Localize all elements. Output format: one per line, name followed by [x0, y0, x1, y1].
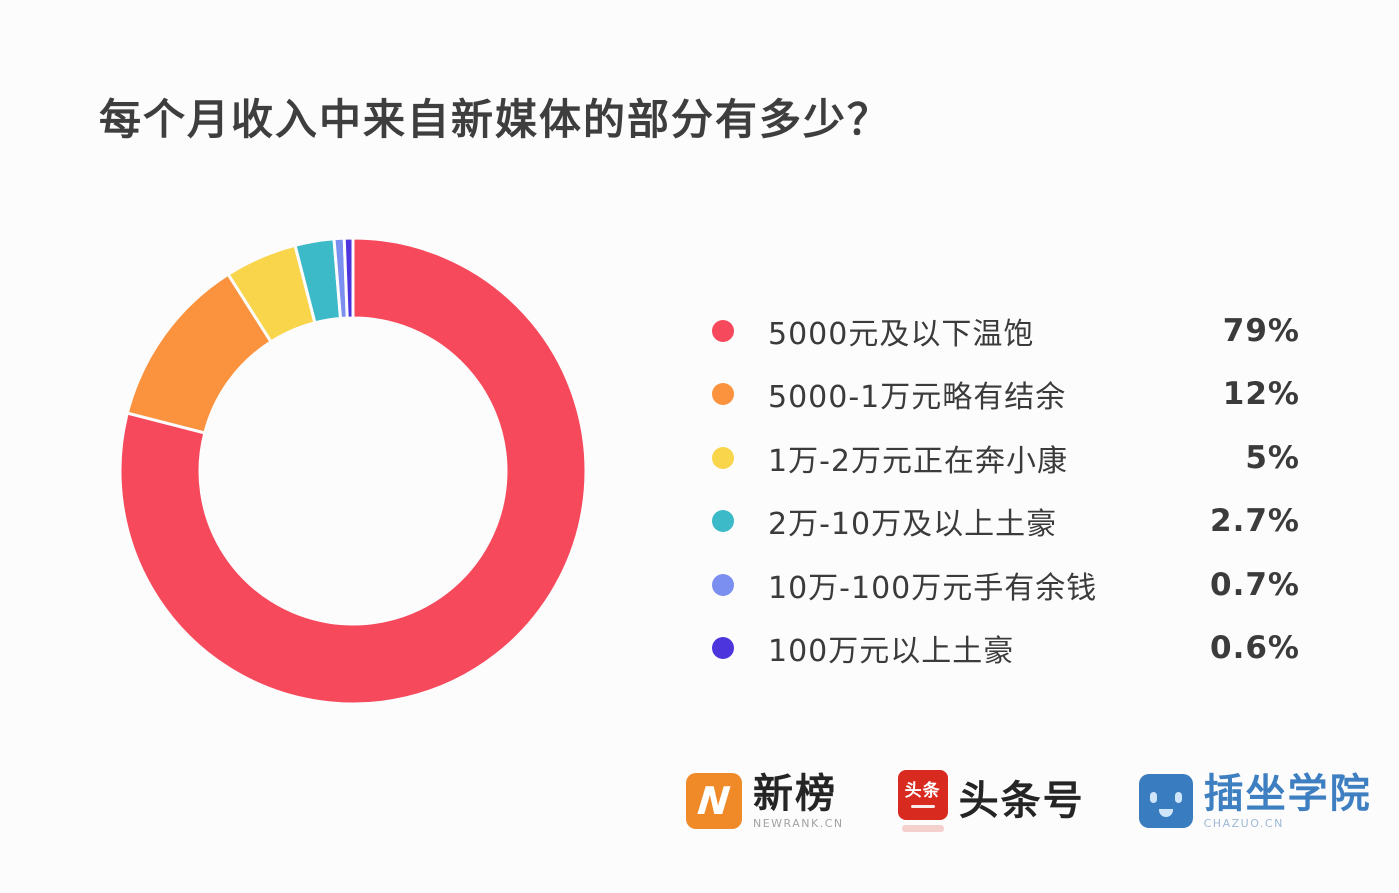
- legend-label: 5000-1万元略有结余: [768, 380, 1067, 416]
- newrank-logo-text: 新榜 NEWRANK.CN: [753, 773, 844, 830]
- toutiao-logo-icon: 头条: [897, 770, 948, 820]
- logo-toutiao: 头条 头条号: [897, 770, 1085, 832]
- legend-value: 0.6%: [1210, 630, 1300, 667]
- legend-dot-icon: [712, 637, 734, 660]
- chazuo-face: [1139, 774, 1193, 828]
- legend-dot-icon: [712, 510, 734, 533]
- donut-svg: [118, 236, 588, 706]
- legend-dot-icon: [712, 573, 734, 596]
- toutiao-icon-column: 头条: [897, 770, 948, 832]
- legend-value: 79%: [1222, 312, 1300, 349]
- chazuo-mouth: [1158, 809, 1173, 817]
- chart-legend: 5000元及以下温饱 79% 5000-1万元略有结余 12% 1万-2万元正在…: [700, 299, 1300, 680]
- chazuo-label: 插坐学院: [1203, 770, 1372, 817]
- logo-chazuo: 插坐学院 CHAZUO.CN: [1138, 773, 1372, 830]
- donut-slice-1: [118, 236, 588, 706]
- toutiao-logo-text: 头条号: [959, 780, 1085, 822]
- legend-label: 5000元及以下温饱: [768, 316, 1035, 352]
- legend-item-4: 2万-10万及以上土豪 2.7%: [700, 490, 1300, 554]
- newrank-sublabel: NEWRANK.CN: [753, 816, 844, 830]
- legend-dot-icon: [712, 383, 734, 406]
- toutiao-icon-glyph: 头条: [904, 780, 941, 801]
- donut-chart: [113, 231, 593, 711]
- legend-value: 5%: [1245, 439, 1300, 476]
- legend-item-2: 5000-1万元略有结余 12%: [700, 363, 1300, 427]
- donut-slice-6: [342, 236, 355, 320]
- legend-label: 2万-10万及以上土豪: [768, 507, 1058, 543]
- legend-value: 12%: [1222, 376, 1300, 413]
- legend-item-3: 1万-2万元正在奔小康 5%: [700, 426, 1300, 490]
- legend-item-1: 5000元及以下温饱 79%: [700, 299, 1300, 363]
- newrank-label: 新榜: [753, 770, 837, 817]
- newrank-n-glyph: N: [695, 779, 733, 823]
- chart-title: 每个月收入中来自新媒体的部分有多少？: [99, 95, 892, 144]
- chazuo-sublabel: CHAZUO.CN: [1203, 816, 1284, 830]
- legend-dot-icon: [712, 319, 734, 342]
- footer-logos: N 新榜 NEWRANK.CN 头条 头条号: [686, 770, 1372, 832]
- legend-label: 100万元以上土豪: [768, 634, 1015, 670]
- chazuo-logo-text: 插坐学院 CHAZUO.CN: [1204, 773, 1372, 830]
- chazuo-robot-face-icon: [1138, 774, 1193, 828]
- chazuo-eye-right: [1174, 792, 1182, 803]
- newrank-logo-icon: N: [686, 773, 742, 829]
- legend-value: 2.7%: [1210, 503, 1300, 540]
- legend-item-6: 100万元以上土豪 0.6%: [700, 617, 1300, 681]
- legend-dot-icon: [712, 446, 734, 469]
- toutiao-icon-subtext-smudge: [901, 825, 944, 832]
- toutiao-label: 头条号: [958, 778, 1085, 824]
- legend-item-5: 10万-100万元手有余钱 0.7%: [700, 553, 1300, 617]
- toutiao-icon-bar: [910, 804, 935, 808]
- chazuo-eye-left: [1149, 792, 1157, 803]
- logo-newrank: N 新榜 NEWRANK.CN: [686, 773, 844, 830]
- legend-value: 0.7%: [1210, 566, 1300, 603]
- legend-label: 10万-100万元手有余钱: [768, 570, 1098, 606]
- legend-label: 1万-2万元正在奔小康: [768, 443, 1068, 479]
